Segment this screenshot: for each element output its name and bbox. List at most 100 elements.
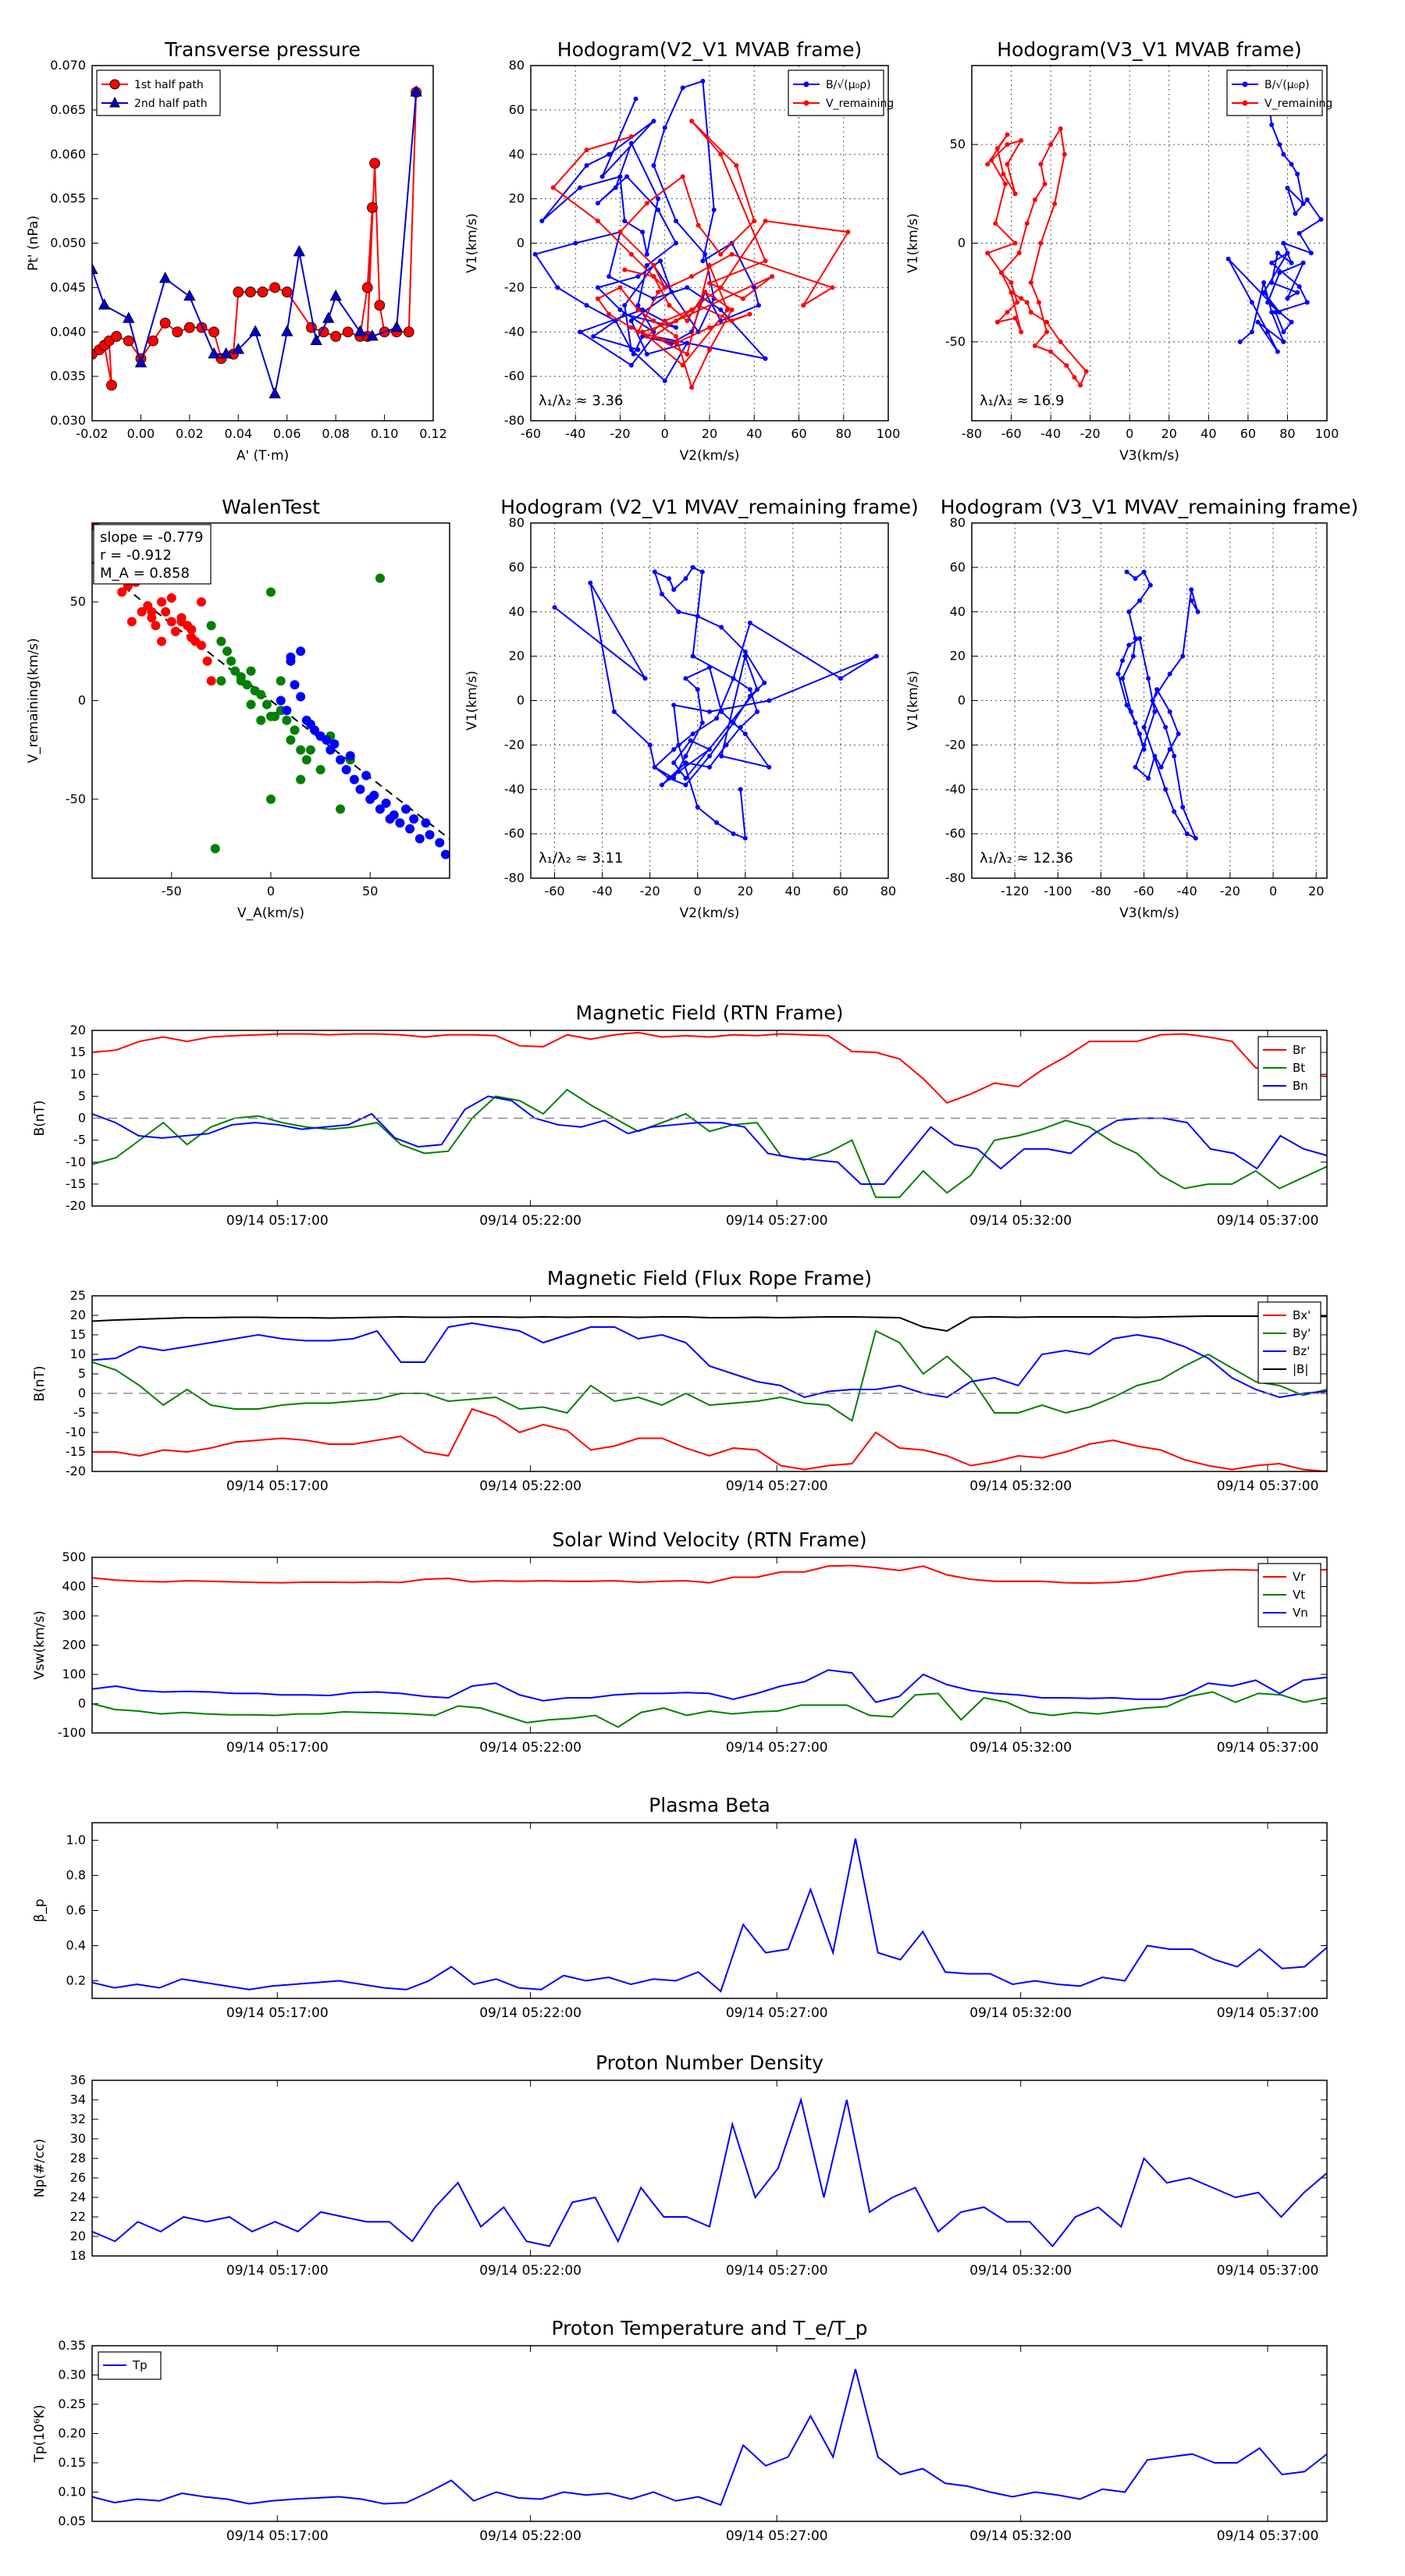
- data-point: [354, 325, 367, 336]
- vsw_rtn-panel: 09/14 05:17:00 09/14 05:22:00 09/14 05:27:…: [32, 1528, 1328, 1756]
- plasma_beta-frame: [91, 1822, 1328, 1999]
- y-tick-label: 0: [517, 236, 525, 251]
- data-point: [1038, 162, 1044, 167]
- legend-label: V_remaining: [826, 98, 894, 110]
- y-tick-label: 0.05: [58, 2514, 86, 2528]
- fit-annotation-box: [93, 524, 212, 585]
- y-tick-label: -50: [66, 792, 86, 806]
- data-point: [659, 592, 664, 596]
- time-tick-label: 09/14 05:17:00: [226, 2528, 329, 2544]
- x-tick-label: 80: [880, 884, 896, 898]
- data-point: [595, 219, 600, 224]
- data-point: [290, 680, 300, 690]
- x-tick-label: 0.10: [371, 426, 399, 441]
- data-point: [674, 333, 679, 339]
- data-point: [166, 617, 176, 627]
- data-point: [134, 356, 148, 368]
- y-tick-label: 20: [70, 2229, 86, 2243]
- data-point: [724, 307, 730, 312]
- data-point: [1180, 653, 1186, 659]
- x-tick-label: 20: [738, 884, 753, 898]
- hodo_v2_v1_mvab-frame: [530, 65, 889, 422]
- data-point: [707, 347, 712, 352]
- data-point: [1154, 687, 1160, 692]
- data-point: [595, 285, 600, 290]
- data-point: [161, 607, 171, 617]
- data-point: [624, 174, 630, 180]
- time-tick-label: 09/14 05:22:00: [479, 1478, 582, 1494]
- data-point: [628, 347, 634, 352]
- legend-marker: [109, 79, 120, 90]
- data-point: [281, 325, 293, 336]
- time-tick-label: 09/14 05:32:00: [969, 1740, 1072, 1756]
- data-point: [1172, 753, 1177, 759]
- data-point: [1078, 382, 1083, 388]
- data-point: [628, 318, 634, 324]
- data-point: [763, 258, 768, 264]
- data-point: [651, 274, 656, 279]
- data-point: [552, 605, 557, 610]
- data-point: [667, 776, 672, 781]
- data-point: [1289, 260, 1294, 265]
- y-tick-label: 0: [517, 693, 525, 708]
- chart-title: WalenTest: [222, 496, 320, 518]
- data-point: [1044, 329, 1050, 335]
- data-point: [1261, 290, 1267, 295]
- fit-annotation-line: M_A = 0.858: [100, 565, 190, 582]
- y-tick-label: -20: [945, 737, 966, 752]
- data-point: [1265, 300, 1271, 305]
- time-tick-label: 09/14 05:37:00: [1217, 1478, 1319, 1494]
- data-point: [640, 307, 646, 312]
- chart-title: Proton Temperature and T_e/T_p: [551, 2317, 867, 2339]
- data-point: [183, 289, 196, 301]
- y-axis-label: Pt' (nPa): [26, 215, 41, 271]
- walen_test-panel: -50 0 50 -50 0 50 WalenTest V_A(km/s) V_remainin…: [26, 496, 450, 921]
- y-tick-label: -80: [945, 870, 966, 885]
- chart-title: Proton Number Density: [596, 2051, 823, 2074]
- data-point: [690, 564, 695, 570]
- data-point: [707, 262, 712, 268]
- time-tick-label: 09/14 05:32:00: [969, 1478, 1072, 1494]
- x-tick-label: 20: [1161, 426, 1177, 441]
- data-point: [202, 656, 212, 666]
- data-point: [266, 794, 276, 804]
- data-point: [1176, 731, 1181, 737]
- data-point: [532, 251, 538, 257]
- data-point: [1032, 343, 1037, 348]
- data-point: [998, 270, 1004, 276]
- data-point: [276, 676, 286, 686]
- data-point: [293, 245, 305, 257]
- data-point: [1064, 363, 1069, 368]
- data-point: [628, 362, 634, 368]
- x-tick-label: 0: [661, 426, 669, 441]
- legend-box: [96, 69, 221, 116]
- data-point: [1300, 260, 1306, 265]
- x-tick-label: -80: [962, 426, 982, 441]
- data-point: [644, 333, 649, 339]
- legend-label: Vt: [1293, 1588, 1305, 1602]
- chart-title: Magnetic Field (RTN Frame): [576, 1002, 844, 1024]
- data-point: [183, 322, 195, 333]
- data-point: [718, 285, 724, 290]
- y-axis-label: B(nT): [32, 1365, 48, 1401]
- hodo_v3_v1_mvab-frame: [971, 65, 1328, 422]
- data-point: [1141, 747, 1147, 753]
- time-tick-label: 09/14 05:22:00: [479, 1740, 582, 1756]
- y-tick-label: 32: [70, 2112, 86, 2126]
- data-point: [166, 593, 176, 603]
- data-point: [555, 285, 560, 290]
- data-point: [711, 207, 717, 212]
- x-tick-label: 0: [267, 884, 275, 898]
- data-point: [435, 838, 445, 848]
- series-line-0: [553, 566, 877, 840]
- data-point: [651, 262, 656, 268]
- y-tick-label: 40: [509, 147, 525, 162]
- x-tick-label: 0.06: [273, 426, 301, 441]
- data-point: [647, 742, 653, 748]
- eigen-ratio-annotation: λ₁/λ₂ ≈ 3.36: [539, 393, 623, 409]
- data-point: [1167, 747, 1172, 753]
- data-point: [233, 286, 244, 297]
- data-point: [651, 119, 656, 124]
- data-point: [1129, 709, 1134, 714]
